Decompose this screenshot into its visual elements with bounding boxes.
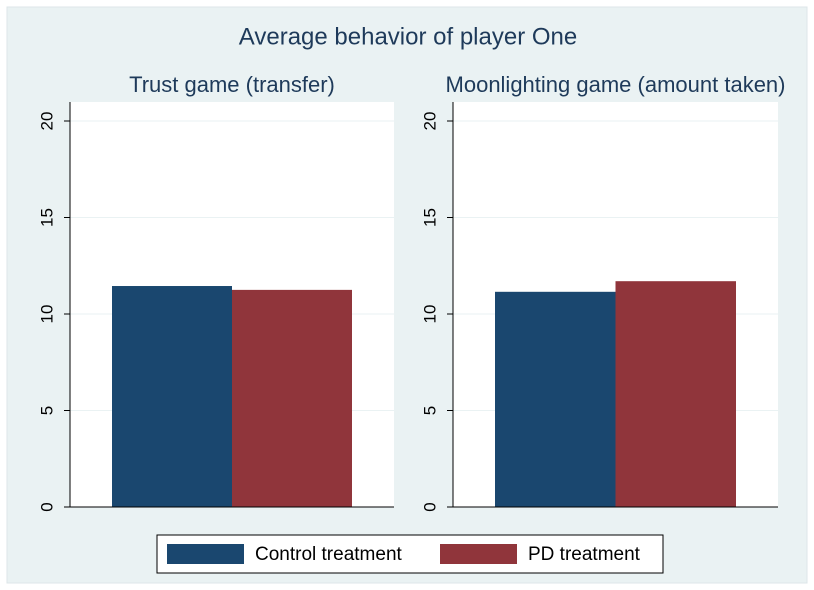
legend-label: Control treatment bbox=[255, 544, 403, 565]
y-tick-label: 0 bbox=[37, 502, 56, 511]
y-tick-label: 10 bbox=[37, 305, 56, 324]
bar bbox=[232, 289, 352, 507]
legend-label: PD treatment bbox=[528, 544, 641, 565]
y-tick-label: 20 bbox=[37, 112, 56, 131]
bar bbox=[615, 281, 736, 507]
main-title: Average behavior of player One bbox=[239, 23, 577, 50]
legend-box bbox=[156, 534, 664, 574]
y-tick-label: 5 bbox=[37, 406, 56, 415]
y-tick-label: 20 bbox=[420, 112, 439, 131]
y-tick-label: 15 bbox=[37, 208, 56, 227]
y-tick-label: 0 bbox=[420, 502, 439, 511]
panel-title: Moonlighting game (amount taken) bbox=[446, 72, 786, 97]
y-tick-label: 5 bbox=[420, 406, 439, 415]
bar bbox=[112, 286, 232, 507]
y-tick-label: 10 bbox=[420, 305, 439, 324]
legend-swatch bbox=[440, 544, 517, 564]
legend-swatch bbox=[167, 544, 244, 564]
panel-title: Trust game (transfer) bbox=[129, 72, 335, 97]
bar bbox=[495, 291, 616, 507]
y-tick-label: 15 bbox=[420, 208, 439, 227]
